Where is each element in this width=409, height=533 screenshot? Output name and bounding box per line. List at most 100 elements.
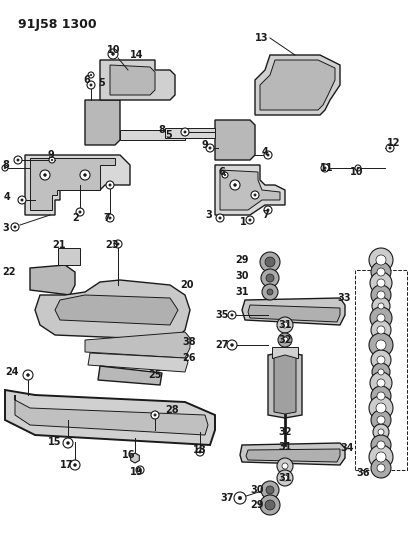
Text: 15: 15 [48,437,61,447]
Text: 20: 20 [180,280,193,290]
Circle shape [208,147,211,149]
Text: 7: 7 [261,210,268,220]
Circle shape [263,206,271,214]
Polygon shape [5,390,214,445]
Polygon shape [30,265,75,295]
Polygon shape [88,353,188,372]
Circle shape [83,174,86,176]
Circle shape [136,466,144,474]
Text: 32: 32 [277,427,291,437]
Circle shape [90,74,92,76]
Circle shape [264,257,274,267]
Circle shape [106,214,114,222]
Polygon shape [241,298,344,325]
Circle shape [377,429,383,435]
Circle shape [370,262,390,282]
Circle shape [14,226,16,228]
Text: 31: 31 [277,442,291,452]
Polygon shape [267,352,301,418]
Text: 5: 5 [164,130,171,140]
Circle shape [281,475,287,481]
Circle shape [66,441,70,445]
Circle shape [87,81,95,89]
Circle shape [14,156,22,164]
Circle shape [370,285,390,305]
Circle shape [233,183,236,187]
Circle shape [320,164,328,172]
Circle shape [248,219,251,221]
Circle shape [253,194,256,196]
Text: 22: 22 [2,267,16,277]
Circle shape [43,174,46,176]
Circle shape [79,211,81,213]
Circle shape [2,165,8,171]
Circle shape [227,340,236,350]
Text: 3: 3 [204,210,211,220]
Circle shape [376,291,384,299]
Circle shape [49,157,55,163]
Polygon shape [214,120,254,160]
Polygon shape [35,280,189,340]
Polygon shape [58,248,80,265]
Circle shape [205,144,213,152]
Circle shape [76,208,84,216]
Circle shape [73,464,76,466]
Circle shape [281,322,287,328]
Text: 33: 33 [336,293,350,303]
Circle shape [368,333,392,357]
Circle shape [27,374,29,376]
Circle shape [245,216,254,224]
Text: 1: 1 [239,217,246,227]
Circle shape [369,372,391,394]
Polygon shape [25,155,130,215]
Text: 91J58 1300: 91J58 1300 [18,18,97,31]
Circle shape [376,392,384,400]
Circle shape [51,159,53,161]
Text: 21: 21 [52,240,65,250]
Circle shape [376,356,384,364]
Circle shape [323,167,326,169]
Circle shape [261,284,277,300]
Circle shape [369,307,391,329]
Circle shape [368,396,392,420]
Circle shape [281,337,287,343]
Circle shape [266,154,269,156]
Circle shape [70,460,80,470]
Circle shape [375,403,385,413]
Circle shape [369,272,391,294]
Polygon shape [130,453,139,463]
Circle shape [371,363,389,381]
Circle shape [183,131,186,133]
Circle shape [265,486,273,494]
Circle shape [261,481,278,499]
Polygon shape [259,60,334,110]
Text: 16: 16 [122,450,135,460]
Text: 37: 37 [220,493,233,503]
Polygon shape [30,158,115,210]
Polygon shape [254,55,339,115]
Bar [354,270,406,470]
Text: 12: 12 [386,138,400,148]
Circle shape [376,379,384,387]
Text: 31: 31 [277,320,291,330]
Circle shape [230,343,233,346]
Text: 3: 3 [2,223,9,233]
Circle shape [354,165,360,171]
Circle shape [375,452,385,462]
Circle shape [259,495,279,515]
Text: 30: 30 [234,271,248,281]
Circle shape [221,172,227,178]
Circle shape [80,170,90,180]
Text: 29: 29 [234,255,248,265]
Circle shape [196,448,204,456]
Polygon shape [110,65,155,95]
Circle shape [227,311,236,319]
Circle shape [229,180,239,190]
Text: 9: 9 [202,140,208,150]
Text: 28: 28 [164,405,178,415]
Circle shape [376,279,384,287]
Circle shape [372,424,388,440]
Circle shape [265,274,273,282]
Text: 35: 35 [214,310,228,320]
Text: 26: 26 [182,353,195,363]
